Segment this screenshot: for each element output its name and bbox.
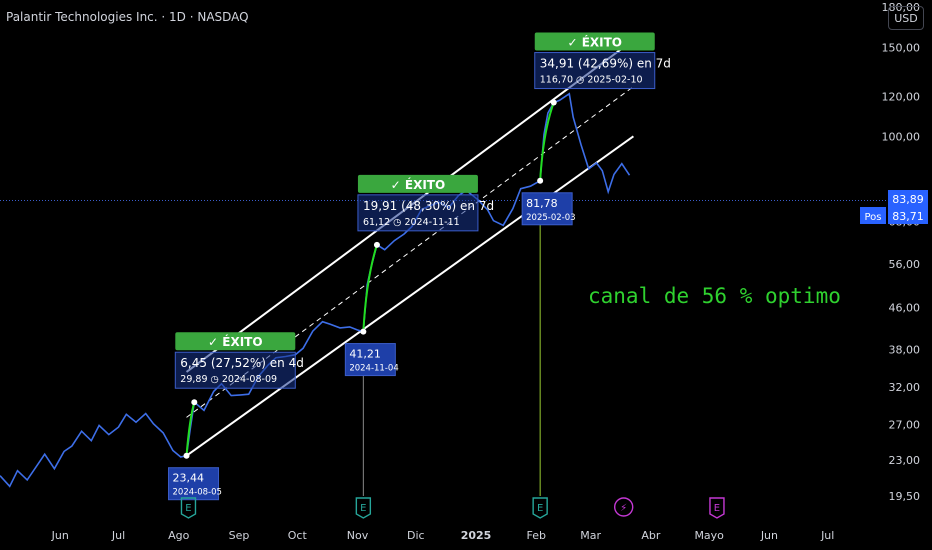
earnings-marker-icon [709, 497, 725, 519]
event-marker: E [180, 497, 197, 519]
x-tick-label: Jul [820, 529, 834, 542]
chart-note: canal de 56 % optimo [588, 284, 841, 308]
earnings-marker-icon [355, 497, 372, 519]
x-tick-label: 2025 [461, 529, 492, 542]
price-line [0, 92, 631, 488]
event-marker-letter: E [537, 503, 543, 514]
y-tick-label: 38,00 [889, 343, 921, 356]
success-badge [357, 174, 478, 193]
chart-title: Palantir Technologies Inc. · 1D · NASDAQ [6, 10, 249, 24]
price-label-box [888, 190, 928, 207]
annotation-price-date: 29,89 ◷ 2024-08-09 [180, 374, 277, 385]
x-tick-label: Jun [760, 529, 778, 542]
y-tick-label: 56,00 [889, 258, 921, 271]
entry-label-value: 81,78 [526, 197, 558, 210]
annotation-price-date: 61,12 ◷ 2024-11-11 [363, 217, 460, 228]
entry-label: 41,21 2024-11-04 [344, 343, 399, 377]
entry-label-box [521, 192, 573, 226]
move-end-dot [373, 241, 380, 248]
price-label-text: 83,71 [892, 210, 924, 223]
y-tick-label: 27,00 [889, 419, 921, 432]
y-tick-label: 100,00 [882, 131, 921, 144]
success-badge-text: ✓ ÉXITO [567, 35, 622, 50]
move-end-dot [191, 399, 198, 406]
success-annotation: ✓ ÉXITO 19,91 (48,30%) en 7d 61,12 ◷ 2024-… [357, 174, 494, 232]
position-tag-text: Pos [864, 212, 881, 223]
move-start-dot [537, 177, 544, 184]
price-label: 83,89 [888, 190, 928, 207]
x-tick-label: Feb [527, 529, 546, 542]
y-tick-label: 19,50 [889, 490, 921, 503]
success-annotation: ✓ ÉXITO 34,91 (42,69%) en 7d 116,70 ◷ 2025… [534, 32, 671, 90]
x-tick-label: Dic [407, 529, 425, 542]
move-curve [362, 244, 378, 332]
x-tick-label: Nov [347, 529, 369, 542]
event-marker: E [355, 497, 372, 519]
annotation-box [534, 52, 656, 90]
price-label: 83,71 Pos [860, 207, 928, 224]
annotation-box [357, 194, 479, 232]
success-annotation: ✓ ÉXITO 6,45 (27,52%) en 4d 29,89 ◷ 2024-0… [174, 332, 304, 389]
entry-label-date: 2024-11-04 [349, 364, 398, 374]
dividend-marker-icon [613, 497, 634, 517]
entry-label-value: 23,44 [173, 472, 205, 485]
event-marker-letter: E [360, 503, 366, 514]
annotation-box [174, 351, 296, 389]
x-tick-label: Jun [51, 529, 69, 542]
event-marker-letter: E [714, 503, 720, 514]
event-marker: E [532, 497, 548, 519]
success-badge [175, 332, 296, 351]
price-axis-area [886, 0, 932, 550]
annotation-gain-text: 6,45 (27,52%) en 4d [180, 356, 304, 370]
position-tag-box [860, 207, 886, 224]
currency-button[interactable]: USD [888, 6, 924, 30]
earnings-marker-icon [180, 497, 197, 519]
x-tick-label: Abr [641, 529, 661, 542]
entry-label: 81,78 2025-02-03 [521, 192, 576, 226]
entry-label-date: 2024-08-05 [173, 488, 222, 498]
channel-lower-line [185, 135, 634, 457]
entry-label: 23,44 2024-08-05 [168, 467, 222, 501]
entry-label-date: 2025-02-03 [526, 213, 575, 223]
entry-label-box [344, 343, 396, 377]
move-end-dot [550, 99, 557, 106]
move-curve [539, 102, 555, 181]
annotation-price-date: 116,70 ◷ 2025-02-10 [540, 75, 643, 86]
price-label-box [888, 207, 928, 224]
entry-label-value: 41,21 [349, 348, 381, 361]
y-tick-label: 46,00 [889, 301, 921, 314]
x-tick-label: Mar [580, 529, 601, 542]
earnings-marker-icon [532, 497, 548, 519]
event-marker-letter: ⚡ [620, 503, 627, 514]
x-tick-label: Sep [229, 529, 250, 542]
x-tick-label: Jul [111, 529, 125, 542]
success-badge-text: ✓ ÉXITO [208, 334, 263, 349]
success-badge-text: ✓ ÉXITO [391, 177, 446, 192]
y-tick-label: 120,00 [882, 90, 921, 103]
x-tick-label: Oct [288, 529, 308, 542]
annotation-gain-text: 19,91 (48,30%) en 7d [363, 199, 494, 213]
y-tick-label: 150,00 [882, 41, 921, 54]
y-tick-label: 23,00 [889, 454, 921, 467]
event-marker: ⚡ [613, 497, 634, 517]
success-badge [534, 32, 655, 51]
entry-label-box [168, 467, 220, 501]
move-start-dot [360, 328, 367, 335]
price-label-text: 83,89 [892, 193, 924, 206]
move-curve [185, 401, 196, 456]
x-tick-label: Mayo [694, 529, 724, 542]
y-tick-label: 32,00 [889, 381, 921, 394]
event-marker-letter: E [185, 503, 191, 514]
annotation-gain-text: 34,91 (42,69%) en 7d [540, 57, 671, 71]
event-marker: E [709, 497, 725, 519]
y-tick-label: 180,00 [882, 1, 921, 14]
move-start-dot [183, 452, 190, 459]
x-tick-label: Ago [168, 529, 190, 542]
